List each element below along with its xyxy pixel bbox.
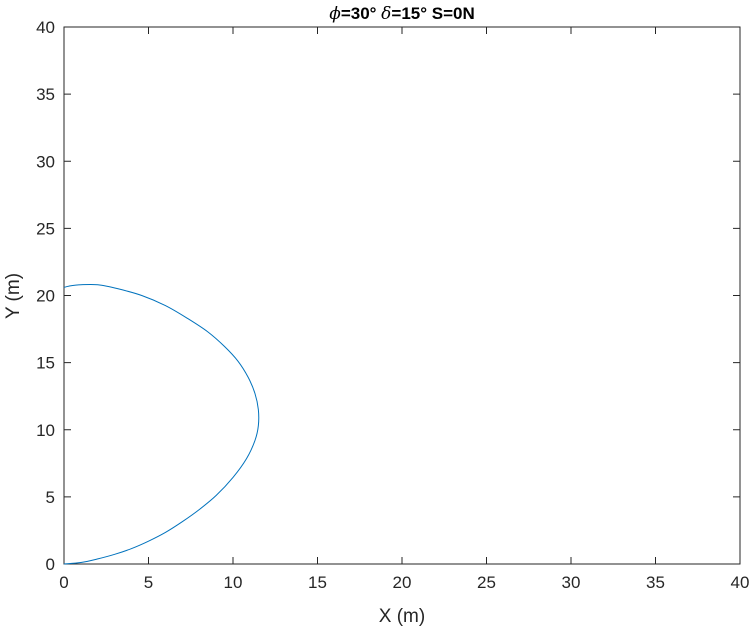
tick-marks xyxy=(63,26,741,565)
y-tick-label: 30 xyxy=(36,152,55,171)
x-tick-label: 35 xyxy=(646,573,665,592)
title-delta-symbol: δ xyxy=(381,4,391,24)
y-tick-label: 25 xyxy=(36,219,55,238)
x-tick-label: 25 xyxy=(477,573,496,592)
y-tick-label: 10 xyxy=(36,421,55,440)
y-tick-label: 5 xyxy=(46,488,55,507)
title-delta-value: =15° S=0N xyxy=(391,4,474,23)
x-tick-label: 5 xyxy=(144,573,153,592)
x-tick-label: 30 xyxy=(562,573,581,592)
y-tick-label: 40 xyxy=(36,18,55,37)
y-tick-label: 15 xyxy=(36,354,55,373)
title-phi-value: =30° xyxy=(341,4,381,23)
x-tick-label: 20 xyxy=(393,573,412,592)
chart-title: ϕ=30° δ=15° S=0N xyxy=(329,4,475,24)
x-tick-label: 15 xyxy=(308,573,327,592)
x-tick-label: 40 xyxy=(731,573,750,592)
x-axis-label: X (m) xyxy=(379,606,425,627)
plot-area xyxy=(63,26,741,565)
title-phi-symbol: ϕ xyxy=(329,4,341,24)
y-tick-label: 35 xyxy=(36,85,55,104)
data-line xyxy=(63,283,260,565)
y-axis-label: Y (m) xyxy=(3,273,24,319)
y-tick-label: 20 xyxy=(36,287,55,306)
tick-labels: 0 5 10 15 20 25 30 35 40 0 5 10 15 20 25 30 35 40 xyxy=(36,18,749,592)
x-tick-label: 0 xyxy=(59,573,68,592)
y-tick-label: 0 xyxy=(46,555,55,574)
x-tick-label: 10 xyxy=(224,573,243,592)
